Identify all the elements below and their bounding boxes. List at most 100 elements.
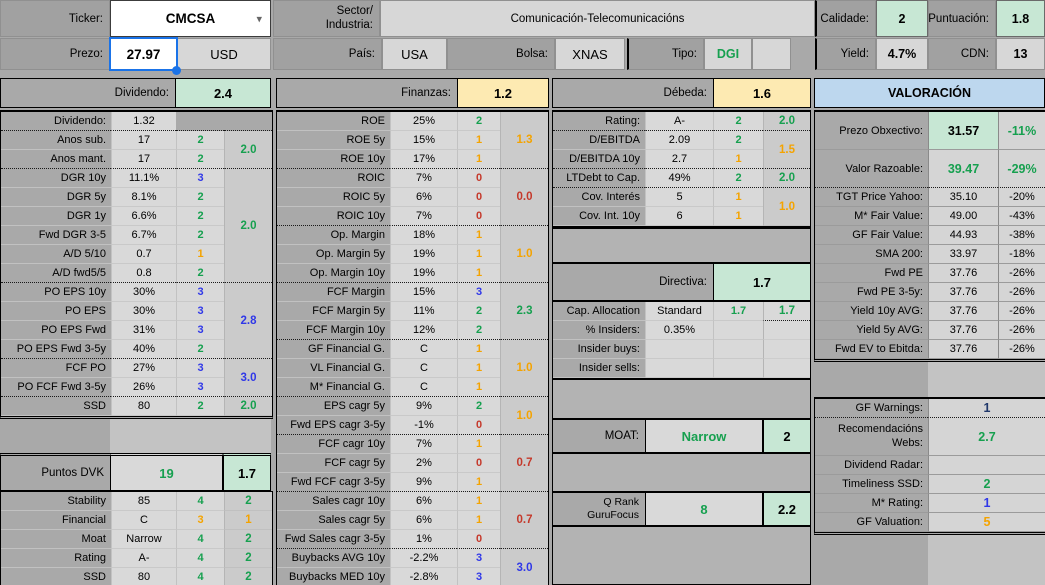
score-cell[interactable]: 1 (713, 207, 763, 226)
value-cell[interactable]: 80 (111, 568, 176, 585)
calidade-label[interactable]: Calidade: (815, 0, 876, 37)
pct-cell[interactable]: -26% (998, 283, 1045, 302)
row-label[interactable]: ROIC (277, 169, 390, 188)
row-label[interactable]: D/EBITDA 10y (553, 150, 645, 169)
pct-cell[interactable]: -26% (998, 302, 1045, 321)
row-label[interactable]: DGR 10y (1, 169, 111, 188)
value-cell[interactable]: 6.7% (111, 226, 176, 245)
row-label[interactable]: Anos mant. (1, 150, 111, 169)
prezo-value[interactable]: 27.97 (110, 38, 177, 70)
value-cell[interactable]: 2.09 (645, 131, 713, 150)
cdn-value[interactable]: 13 (996, 38, 1045, 70)
value-cell[interactable]: 18% (390, 226, 457, 245)
score-cell[interactable]: 1 (457, 473, 500, 492)
group-score-cell[interactable]: 0.7 (500, 435, 548, 492)
row-label[interactable]: Financial (1, 511, 111, 530)
value-cell[interactable]: 31.57 (928, 112, 998, 150)
row-label[interactable]: Op. Margin 10y (277, 264, 390, 283)
value-cell[interactable]: 30% (111, 302, 176, 321)
row-label[interactable]: Sales cagr 10y (277, 492, 390, 511)
value-cell[interactable]: 1 (928, 399, 1045, 418)
row-label[interactable]: FCF Margin 5y (277, 302, 390, 321)
value-cell[interactable]: 85 (111, 492, 176, 511)
group-score-cell[interactable]: 0.7 (500, 492, 548, 549)
value-cell[interactable]: -2.8% (390, 568, 457, 585)
row-label[interactable]: % Insiders: (553, 321, 645, 340)
row-label[interactable]: Stability (1, 492, 111, 511)
score-cell[interactable]: 2 (176, 188, 224, 207)
value-cell[interactable] (645, 340, 713, 359)
row-label[interactable]: ROIC 10y (277, 207, 390, 226)
score-cell[interactable]: 1 (457, 131, 500, 150)
score-cell[interactable]: 1 (457, 359, 500, 378)
row-label[interactable]: Rating (1, 549, 111, 568)
score-cell[interactable] (713, 359, 763, 378)
value-cell[interactable]: 11.1% (111, 169, 176, 188)
row-label[interactable]: EPS cagr 5y (277, 397, 390, 416)
row-label[interactable]: M* Financial G. (277, 378, 390, 397)
selection-handle[interactable] (172, 66, 181, 75)
row-label[interactable]: Valor Razoable: (815, 150, 928, 188)
value-cell[interactable]: 15% (390, 131, 457, 150)
value-cell[interactable]: 9% (390, 397, 457, 416)
group-score-cell[interactable]: 2.8 (224, 283, 272, 359)
score-cell[interactable]: 3 (176, 359, 224, 378)
score-cell[interactable]: 2 (457, 112, 500, 131)
row-label[interactable]: A/D 5/10 (1, 245, 111, 264)
score-cell[interactable]: 2 (176, 150, 224, 169)
score-cell[interactable]: 2 (457, 302, 500, 321)
row-label[interactable]: SSD (1, 568, 111, 585)
value-cell[interactable]: -1% (390, 416, 457, 435)
value-cell[interactable]: 7% (390, 435, 457, 454)
value-cell[interactable]: 6.6% (111, 207, 176, 226)
group-score-cell[interactable]: 3.0 (500, 549, 548, 585)
value-cell[interactable]: 2 (928, 475, 1045, 494)
row-label[interactable]: VL Financial G. (277, 359, 390, 378)
pais-value[interactable]: USA (382, 38, 447, 70)
score-cell[interactable]: 2 (457, 397, 500, 416)
value-cell[interactable]: 19% (390, 245, 457, 264)
score-cell[interactable] (713, 340, 763, 359)
row-label[interactable]: Dividendo: (1, 112, 111, 131)
finance-header-score[interactable]: 1.2 (457, 78, 549, 108)
group-score-cell[interactable] (763, 359, 810, 378)
value-cell[interactable]: 0.35% (645, 321, 713, 340)
score-cell[interactable]: 1 (457, 226, 500, 245)
puntuacion-value[interactable]: 1.8 (996, 0, 1045, 37)
row-label[interactable]: GF Valuation: (815, 513, 928, 532)
value-cell[interactable]: 11% (390, 302, 457, 321)
score-cell[interactable]: 1 (176, 245, 224, 264)
tipo-label[interactable]: Tipo: (627, 38, 704, 70)
value-cell[interactable]: 0.7 (111, 245, 176, 264)
group-score-cell[interactable]: 1.7 (763, 302, 810, 321)
row-label[interactable]: Cap. Allocation (553, 302, 645, 321)
score-cell[interactable]: 3 (457, 568, 500, 585)
row-label[interactable]: LTDebt to Cap. (553, 169, 645, 188)
group-score-cell[interactable]: 2.0 (224, 397, 272, 416)
value-cell[interactable]: 37.76 (928, 283, 998, 302)
dvk-label[interactable]: Puntos DVK (0, 453, 110, 491)
debt-header-label[interactable]: Débeda: (552, 78, 713, 108)
group-score-cell[interactable]: 1 (224, 511, 272, 530)
pct-cell[interactable]: -29% (998, 150, 1045, 188)
score-cell[interactable]: 2 (176, 226, 224, 245)
value-cell[interactable]: 6% (390, 188, 457, 207)
qrank-score[interactable]: 2.2 (763, 492, 811, 526)
sector-label[interactable]: Sector/ Industria: (273, 0, 380, 37)
row-label[interactable]: Dividend Radar: (815, 456, 928, 475)
value-cell[interactable]: 6 (645, 207, 713, 226)
value-cell[interactable]: C (111, 511, 176, 530)
value-cell[interactable]: Standard (645, 302, 713, 321)
group-score-cell[interactable]: 1.0 (500, 397, 548, 435)
row-label[interactable]: PO EPS Fwd (1, 321, 111, 340)
moat-value[interactable]: Narrow (645, 419, 763, 453)
row-label[interactable]: Cov. Int. 10y (553, 207, 645, 226)
score-cell[interactable] (176, 112, 224, 131)
row-label[interactable]: D/EBITDA (553, 131, 645, 150)
row-label[interactable]: Fwd Sales cagr 3-5y (277, 530, 390, 549)
pct-cell[interactable]: -20% (998, 188, 1045, 207)
value-cell[interactable]: 1.32 (111, 112, 176, 131)
value-cell[interactable]: -2.2% (390, 549, 457, 568)
value-cell[interactable]: C (390, 340, 457, 359)
row-label[interactable]: GF Fair Value: (815, 226, 928, 245)
